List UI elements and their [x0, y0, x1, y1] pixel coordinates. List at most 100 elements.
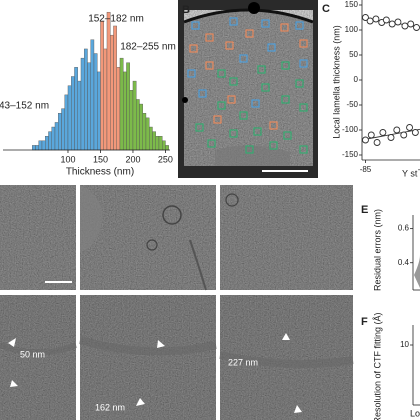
histogram-bar — [84, 48, 88, 151]
grid-square — [299, 39, 308, 48]
series-label: 43–152 nm — [0, 101, 49, 112]
y-tick-label: 10 — [400, 340, 409, 349]
grid-square — [217, 101, 226, 110]
series-label: 182–255 nm — [120, 42, 176, 53]
grid-square — [280, 23, 289, 32]
x-axis-label: Y st — [402, 168, 418, 178]
point — [400, 131, 408, 139]
grid-square — [217, 69, 226, 78]
grid-square — [229, 77, 238, 86]
histogram-bar — [54, 122, 59, 151]
x-tick-label: -80 — [418, 165, 420, 174]
grid-square — [239, 111, 248, 120]
grid-square — [261, 83, 270, 92]
x-tick-label: 250 — [158, 154, 173, 164]
histogram-bar — [45, 136, 49, 151]
histogram-bar — [90, 39, 95, 151]
y-tick-label: 0.4 — [398, 258, 410, 267]
panel-letter: B — [182, 4, 190, 16]
y-tick-label: 0 — [354, 75, 359, 84]
point — [413, 24, 420, 31]
histogram-bar — [48, 131, 52, 151]
histogram-bar — [106, 11, 111, 151]
grid-square — [205, 33, 214, 42]
histogram-bar — [152, 131, 156, 151]
histogram-bar — [103, 48, 108, 151]
y-tick-label: -150 — [342, 150, 359, 159]
y-axis-label: Residual errors (nm) — [372, 209, 382, 291]
y-tick-label: 50 — [349, 50, 358, 59]
grid-square — [195, 123, 204, 132]
histogram-bar — [116, 67, 121, 151]
blob — [414, 255, 420, 288]
histogram-bar — [38, 140, 43, 151]
point — [388, 20, 396, 28]
x-axis-label: Thickness (nm) — [66, 167, 134, 178]
grid-square — [229, 17, 238, 26]
histogram-bar — [67, 85, 72, 151]
grid-square — [205, 61, 214, 70]
histogram-bar — [32, 145, 36, 151]
grid-square — [283, 131, 292, 140]
grid-square — [269, 141, 278, 150]
histogram-bar — [123, 71, 127, 151]
grid-square — [191, 21, 200, 30]
histogram-bar — [139, 103, 143, 151]
grid-square — [281, 95, 290, 104]
grid-square — [281, 61, 290, 70]
histogram-bar — [71, 76, 75, 151]
histogram-bar — [64, 94, 69, 151]
point — [372, 15, 380, 23]
panel-letter: F — [361, 316, 368, 328]
histogram-bar — [119, 57, 124, 151]
point — [373, 139, 381, 146]
grid-square — [251, 99, 260, 108]
histogram-bar — [87, 62, 91, 151]
histogram-bar — [142, 113, 147, 151]
grid-square — [299, 145, 308, 154]
grid-square — [187, 69, 196, 78]
histogram-bar — [41, 140, 46, 151]
histogram-bar — [61, 108, 65, 151]
grid-square — [189, 44, 198, 53]
histogram-bar — [113, 25, 117, 151]
histogram-bar — [129, 90, 134, 151]
histogram-bar — [97, 71, 101, 151]
y-tick-label: 150 — [345, 0, 359, 9]
tomogram-label: 162 nm — [95, 402, 125, 412]
histogram-bar — [136, 99, 140, 151]
grid-square — [295, 79, 304, 88]
histogram-bar — [132, 80, 137, 151]
panel-letter: C — [322, 3, 330, 15]
grid-square — [299, 103, 308, 112]
histogram-bar — [162, 140, 166, 151]
grid-square — [299, 59, 308, 68]
grid-square — [261, 19, 270, 28]
grid-square — [245, 29, 254, 38]
histogram-bar — [165, 145, 169, 151]
grid-square — [245, 145, 254, 154]
grid-square — [257, 65, 266, 74]
histogram-bar — [110, 34, 114, 151]
grid-square — [269, 121, 278, 130]
tomograms: 50 nm 162 nm 227 nm — [0, 185, 354, 420]
grid-square — [207, 139, 216, 148]
histogram-bar — [35, 145, 39, 151]
histogram-bar — [149, 126, 153, 151]
histogram-bar — [77, 80, 82, 151]
y-tick-label: -100 — [342, 125, 359, 134]
series-label: 152–182 nm — [88, 14, 144, 25]
grid-square — [198, 89, 207, 98]
point — [394, 18, 402, 26]
histogram-bar — [80, 57, 85, 151]
y-axis-label: Local lamella thickness (nm) — [331, 25, 341, 139]
y-axis-label: Resolution of CTF fitting (Å) — [372, 312, 382, 420]
tomogram-label: 227 nm — [228, 357, 258, 367]
point — [393, 126, 401, 134]
point — [407, 20, 415, 28]
y-tick-label: 0.6 — [398, 224, 410, 233]
x-axis-label: Lo — [410, 408, 420, 418]
x-tick-label: -85 — [360, 165, 372, 174]
histogram-bar — [100, 21, 104, 151]
grid-square — [213, 115, 222, 124]
